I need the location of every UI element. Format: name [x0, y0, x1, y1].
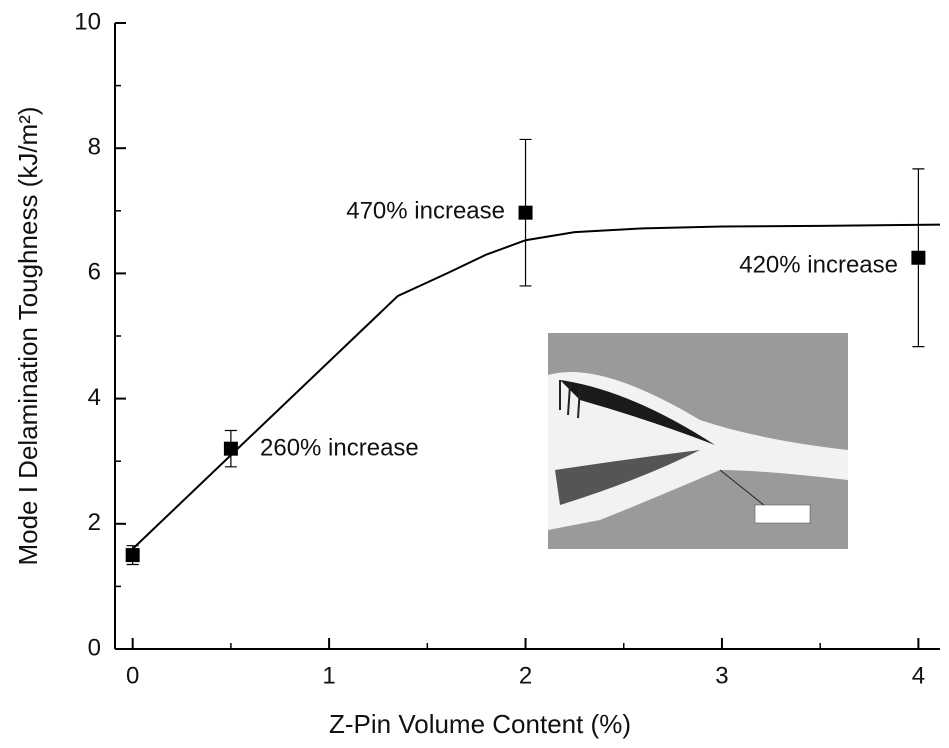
- data-point: [126, 548, 140, 562]
- annotation: 260% increase: [260, 434, 419, 461]
- x-tick-label: 2: [519, 662, 532, 689]
- y-tick-label: 8: [88, 134, 101, 161]
- y-tick-label: 4: [88, 384, 101, 411]
- y-tick-label: 10: [74, 8, 101, 35]
- y-tick-label: 2: [88, 509, 101, 536]
- chart: Z-Pin Volume Content (%) Mode I Delamina…: [0, 0, 949, 748]
- y-axis-title: Mode I Delamination Toughness (kJ/m²): [13, 106, 43, 565]
- annotation: 470% increase: [346, 197, 505, 224]
- data-point: [911, 251, 925, 265]
- x-tick-label: 0: [126, 662, 139, 689]
- data-point: [519, 206, 533, 220]
- y-tick-label: 6: [88, 259, 101, 286]
- data-point: [224, 442, 238, 456]
- x-tick-label: 3: [715, 662, 728, 689]
- x-tick-label: 1: [322, 662, 335, 689]
- x-tick-label: 4: [912, 662, 925, 689]
- inset-photo: [548, 333, 848, 549]
- annotation: 420% increase: [739, 251, 898, 278]
- y-tick-label: 0: [88, 634, 101, 661]
- x-axis-title: Z-Pin Volume Content (%): [329, 709, 631, 739]
